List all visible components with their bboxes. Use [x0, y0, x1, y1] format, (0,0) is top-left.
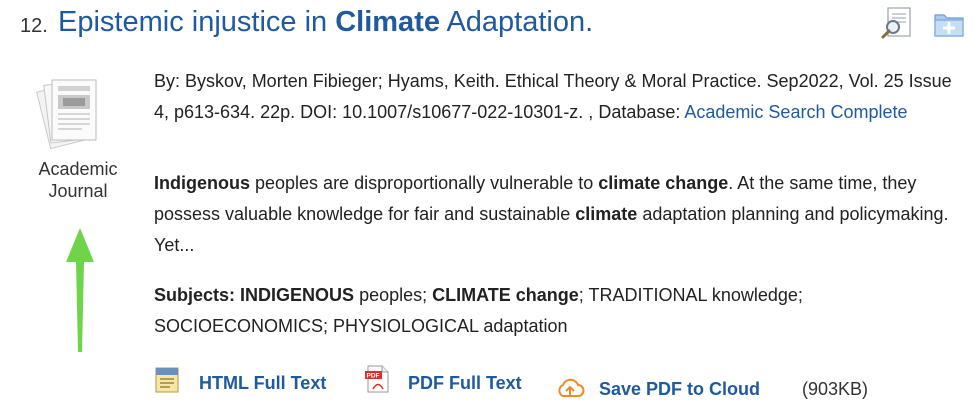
- citation-text: By: Byskov, Morten Fibieger; Hyams, Keit…: [154, 71, 952, 122]
- subjects: Subjects: INDIGENOUS peoples; CLIMATE ch…: [154, 280, 970, 342]
- result-title-link[interactable]: Epistemic injustice in Climate Adaptatio…: [58, 6, 593, 39]
- publication-type-line: Journal: [48, 181, 108, 201]
- abstract-text: peoples are disproportionally vulnerable…: [250, 173, 599, 193]
- title-highlight: Climate: [335, 6, 440, 38]
- preview-magnifier-icon[interactable]: [880, 6, 914, 40]
- publication-type-label: Academic Journal: [22, 158, 134, 202]
- abstract-highlight: climate: [575, 204, 638, 224]
- publication-type-line: Academic: [38, 159, 118, 179]
- save-pdf-to-cloud-link[interactable]: Save PDF to Cloud: [599, 379, 761, 399]
- pdf-icon[interactable]: PDF: [364, 364, 392, 394]
- database-link[interactable]: Academic Search Complete: [684, 102, 908, 122]
- academic-journal-icon: [34, 74, 114, 154]
- svg-text:PDF: PDF: [367, 373, 380, 380]
- subject-text: peoples;: [354, 285, 433, 305]
- pdf-file-size: (903KB): [802, 379, 869, 399]
- green-arrow-annotation: [60, 226, 100, 354]
- full-text-links: HTML Full Text PDF PDF Full Text Save PD…: [154, 364, 974, 404]
- pdf-full-text-link[interactable]: PDF Full Text: [408, 373, 522, 393]
- abstract-text: . At the same time, they possess valuabl…: [154, 173, 917, 224]
- subject-highlight: CLIMATE change: [432, 285, 579, 305]
- title-part: Adaptation.: [439, 6, 594, 38]
- result-number: 12.: [20, 15, 48, 37]
- html-full-text-link[interactable]: HTML Full Text: [199, 373, 327, 393]
- title-part: Epistemic injustice in: [58, 6, 336, 38]
- add-to-folder-icon[interactable]: [932, 6, 966, 40]
- abstract-highlight: climate change: [598, 173, 729, 193]
- abstract: Indigenous peoples are disproportionally…: [154, 168, 970, 261]
- html-full-text-icon[interactable]: [154, 364, 182, 394]
- citation-details: By: Byskov, Morten Fibieger; Hyams, Keit…: [154, 66, 970, 128]
- abstract-highlight: Indigenous: [154, 173, 250, 193]
- subject-highlight: INDIGENOUS: [240, 285, 355, 305]
- subjects-label: Subjects:: [154, 285, 236, 305]
- subject-text: ; TRADITIONAL knowledge; SOCIOECONOMICS;…: [154, 285, 803, 336]
- abstract-text: adaptation planning and policymaking. Ye…: [154, 204, 949, 255]
- cloud-upload-icon[interactable]: [555, 376, 585, 400]
